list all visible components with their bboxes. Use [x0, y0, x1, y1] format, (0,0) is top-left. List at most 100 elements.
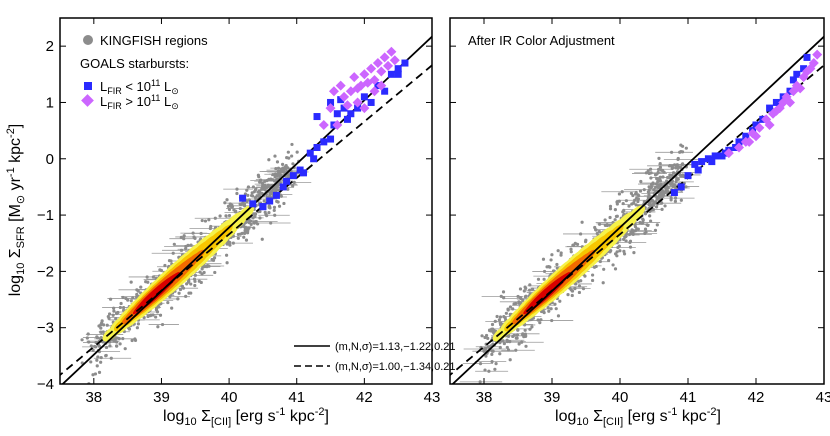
kingfish-point	[126, 298, 130, 302]
kingfish-point	[545, 265, 549, 269]
kingfish-point	[590, 278, 595, 283]
goals-low-point	[752, 121, 760, 129]
kingfish-point	[522, 289, 526, 293]
kingfish-point	[207, 218, 211, 222]
kingfish-point	[669, 150, 674, 154]
kingfish-point	[483, 346, 488, 350]
goals-high-point	[352, 97, 363, 108]
kingfish-point	[523, 323, 527, 327]
kingfish-point	[245, 227, 249, 231]
kingfish-point	[498, 345, 502, 350]
goals-high-point	[342, 100, 353, 111]
goals-high-point	[349, 72, 360, 83]
goals-high-point	[352, 83, 363, 94]
kingfish-point	[187, 291, 191, 295]
goals-high-point	[318, 119, 329, 130]
goals-low-point	[310, 155, 318, 163]
kingfish-point	[135, 326, 139, 330]
kingfish-point	[112, 309, 116, 313]
x-tick-label: 40	[612, 389, 629, 406]
kingfish-point	[523, 334, 528, 338]
kingfish-point	[615, 250, 619, 254]
kingfish-point	[100, 321, 104, 325]
kingfish-point	[647, 185, 651, 189]
kingfish-point	[267, 210, 271, 215]
kingfish-point	[272, 205, 277, 209]
legend-kingfish-label: KINGFISH regions	[100, 33, 208, 48]
goals-low-point	[306, 149, 314, 157]
kingfish-point	[227, 207, 232, 212]
goals-high-point	[386, 46, 397, 57]
kingfish-point	[648, 214, 652, 218]
kingfish-point	[648, 167, 653, 171]
kingfish-point	[245, 188, 249, 192]
legend: KINGFISH regions GOALS starbursts: LFIR …	[80, 33, 208, 111]
kingfish-point	[274, 178, 278, 183]
kingfish-point	[146, 280, 150, 284]
goals-low-point	[735, 138, 743, 146]
kingfish-point	[536, 277, 541, 281]
kingfish-point	[553, 302, 557, 306]
x-tick-label: 41	[680, 389, 697, 406]
kingfish-point	[290, 142, 294, 147]
kingfish-point	[637, 193, 641, 198]
kingfish-point	[177, 291, 181, 295]
kingfish-point	[657, 156, 661, 160]
kingfish-point	[508, 340, 512, 344]
goals-low-point	[279, 183, 287, 191]
kingfish-point	[260, 181, 265, 185]
goals-low-point	[239, 194, 247, 202]
right-ticks: 38 39 40 41 42 43	[450, 18, 830, 406]
kingfish-point	[634, 192, 638, 196]
goals-low-point	[367, 98, 375, 106]
kingfish-point	[517, 301, 521, 305]
right-panel-title: After IR Color Adjustment	[468, 33, 615, 48]
x-tick-label: 41	[288, 389, 305, 406]
kingfish-point	[119, 301, 123, 306]
kingfish-point	[498, 315, 503, 319]
kingfish-point	[193, 236, 197, 241]
kingfish-point	[292, 180, 296, 184]
legend-goals-header: GOALS starbursts:	[80, 56, 189, 71]
kingfish-point	[506, 348, 511, 352]
kingfish-point	[680, 144, 685, 148]
kingfish-point	[550, 318, 554, 323]
kingfish-point	[493, 367, 497, 371]
kingfish-point	[112, 339, 116, 343]
kingfish-point	[646, 223, 650, 228]
kingfish-point	[240, 231, 244, 235]
kingfish-point	[621, 201, 625, 206]
kingfish-point	[659, 168, 663, 172]
kingfish-point	[649, 185, 654, 189]
left-x-axis-title: log10 Σ[CII] [erg s-1 kpc-2]	[163, 406, 329, 428]
kingfish-point	[528, 283, 532, 287]
kingfish-point	[538, 321, 542, 325]
kingfish-point	[121, 295, 125, 300]
kingfish-point	[505, 338, 509, 342]
kingfish-point	[251, 185, 256, 189]
kingfish-point	[583, 274, 587, 278]
density-blob	[237, 205, 255, 221]
kingfish-point	[154, 315, 158, 319]
x-tick-label: 40	[221, 389, 238, 406]
kingfish-point	[555, 262, 559, 267]
kingfish-point	[91, 373, 95, 377]
kingfish-point	[634, 203, 638, 207]
kingfish-point	[655, 177, 659, 181]
kingfish-point	[592, 265, 597, 269]
kingfish-point	[254, 220, 258, 224]
kingfish-point	[636, 199, 640, 204]
kingfish-point	[136, 289, 140, 293]
kingfish-point	[517, 342, 521, 346]
kingfish-point	[611, 263, 615, 267]
kingfish-point	[225, 198, 229, 202]
kingfish-point	[593, 228, 598, 232]
kingfish-point	[225, 261, 229, 265]
kingfish-point	[272, 208, 276, 213]
kingfish-point	[129, 299, 133, 303]
kingfish-point	[511, 334, 515, 339]
goals-high-point	[785, 97, 795, 108]
kingfish-point	[218, 214, 222, 218]
kingfish-point	[198, 270, 202, 274]
kingfish-point	[542, 277, 546, 281]
